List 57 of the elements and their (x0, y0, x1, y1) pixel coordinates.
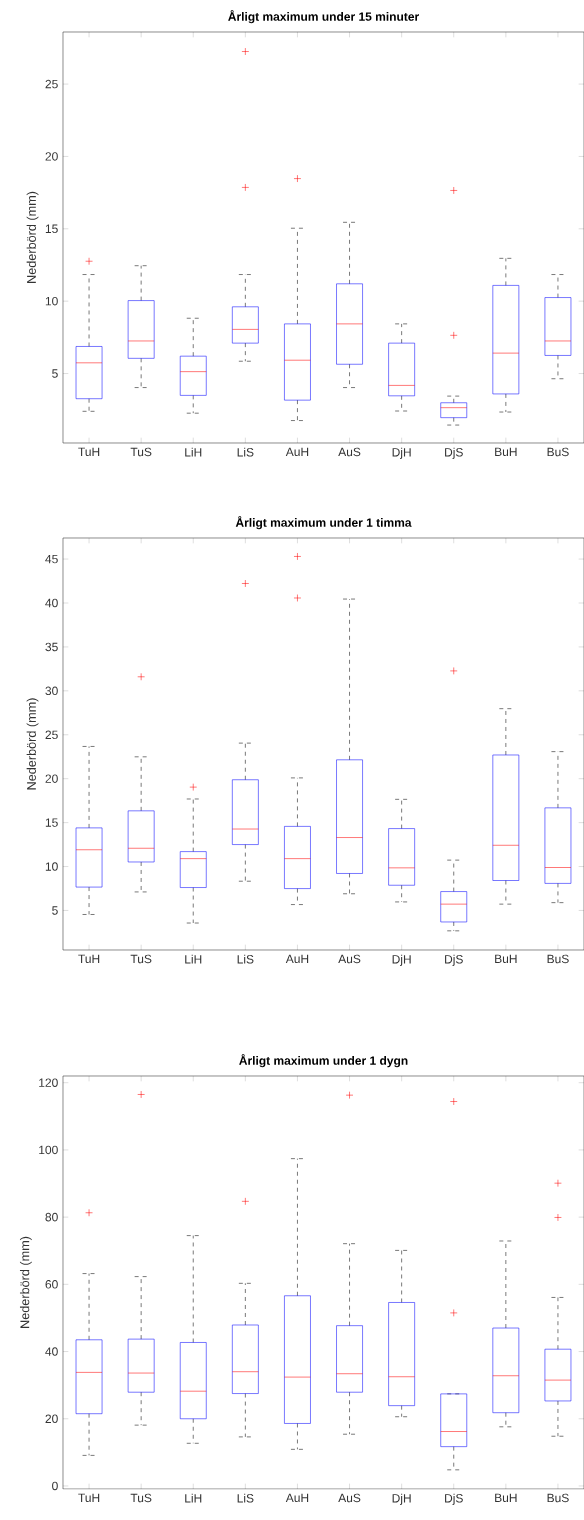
y-tick-label: 80 (45, 1212, 58, 1222)
x-tick-label: TuS (130, 1493, 152, 1503)
x-tick-label: BuH (495, 954, 517, 964)
x-tick-label: DjS (445, 1493, 463, 1505)
y-tick-label: 45 (45, 554, 58, 564)
x-tick-label: AuS (338, 1493, 361, 1503)
y-tick-label: 5 (52, 369, 58, 378)
y-axis-title: Nederbörd (mm) (19, 1236, 32, 1328)
chart-title: Årligt maximum under 1 timma (235, 516, 412, 530)
x-tick-label: AuH (285, 954, 309, 964)
y-tick-label: 40 (45, 598, 58, 608)
x-tick-label: TuH (78, 954, 100, 964)
x-tick-label: DjH (392, 447, 411, 459)
y-tick-label: 10 (45, 296, 58, 306)
y-tick-label: 15 (45, 818, 58, 827)
y-tick-label: 20 (45, 774, 58, 783)
x-tick-label: AuS (338, 954, 361, 964)
x-tick-label: LiH (185, 1493, 202, 1503)
x-tick-label: BuH (495, 447, 517, 457)
y-tick-label: 5 (52, 906, 58, 915)
x-tick-label: LiS (237, 447, 254, 457)
y-tick-label: 30 (45, 686, 58, 696)
x-tick-label: BuS (547, 1493, 569, 1503)
y-tick-label: 25 (45, 730, 58, 740)
x-tick-label: DjH (392, 1493, 411, 1505)
x-tick-label: TuS (130, 954, 152, 964)
y-tick-label: 20 (45, 1414, 58, 1424)
y-tick-label: 60 (45, 1280, 58, 1289)
x-tick-label: LiS (237, 954, 254, 964)
y-tick-label: 10 (45, 862, 58, 871)
x-tick-label: BuS (547, 954, 569, 964)
x-tick-label: LiH (185, 447, 202, 457)
x-tick-label: DjS (445, 954, 463, 966)
x-tick-label: DjH (392, 954, 411, 966)
x-tick-label: AuH (285, 1493, 309, 1503)
y-tick-label: 40 (45, 1347, 58, 1356)
x-tick-label: TuS (130, 447, 152, 457)
y-tick-label: 120 (39, 1078, 58, 1087)
x-tick-label: LiH (185, 954, 202, 964)
y-tick-label: 25 (45, 79, 58, 89)
x-tick-label: AuS (338, 447, 361, 457)
y-tick-label: 15 (45, 224, 58, 233)
y-tick-label: 0 (52, 1481, 58, 1491)
x-tick-label: BuS (547, 447, 569, 457)
y-tick-label: 20 (45, 152, 58, 161)
x-tick-label: AuH (285, 447, 309, 457)
x-tick-label: TuH (78, 447, 100, 457)
chart-title: Årligt maximum under 1 dygn (239, 1054, 408, 1068)
x-tick-label: TuH (78, 1493, 100, 1503)
x-tick-label: LiS (237, 1493, 254, 1503)
y-tick-label: 35 (45, 642, 58, 652)
y-axis-title: Nederbörd (mm) (26, 698, 39, 790)
y-axis-title: Nederbörd (mm) (26, 191, 39, 283)
x-tick-label: DjS (445, 447, 463, 459)
x-tick-label: BuH (495, 1493, 517, 1503)
chart-title: Årligt maximum under 15 minuter (228, 10, 419, 24)
y-tick-label: 100 (39, 1145, 58, 1155)
